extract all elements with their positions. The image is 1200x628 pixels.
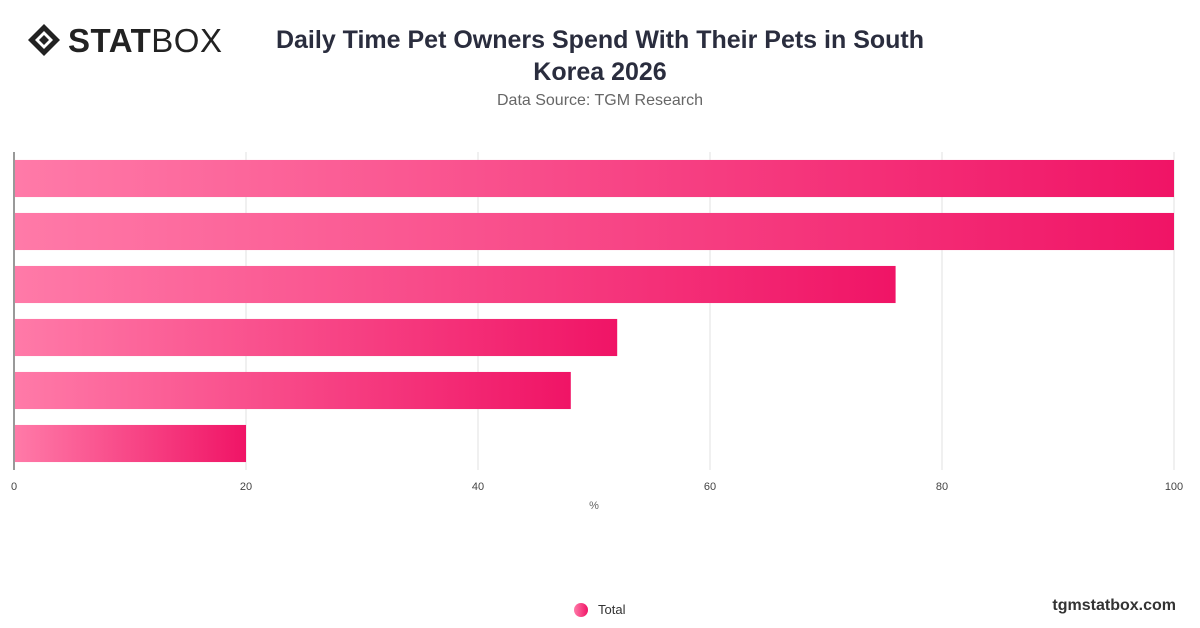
legend[interactable]: Total: [574, 602, 625, 617]
logo-wordmark-bold: STAT: [68, 21, 152, 59]
logo-wordmark: STATBOX: [68, 24, 222, 57]
x-tick-label: 80: [936, 481, 948, 493]
bar[interactable]: [15, 265, 896, 304]
x-tick-label: 100: [1165, 481, 1183, 493]
x-tick-label: 0: [11, 481, 17, 493]
legend-label-total: Total: [598, 602, 626, 617]
legend-swatch: [574, 602, 588, 617]
chart-title: Daily Time Pet Owners Spend With Their P…: [275, 26, 925, 86]
brand-logo: STATBOX: [26, 22, 222, 58]
bar[interactable]: [15, 424, 246, 463]
logo-wordmark-light: BOX: [151, 21, 223, 59]
x-axis-title: %: [589, 500, 599, 512]
footer-domain: tgmstatbox.com: [1052, 597, 1176, 614]
bars: [15, 159, 1174, 463]
x-axis-ticks: 0 20 40 60 80 100: [11, 481, 1183, 493]
bar-chart: 0 20 40 60 80 100 %: [11, 152, 1183, 512]
bar[interactable]: [15, 212, 1174, 251]
diamond-logo-icon: [28, 24, 60, 56]
grid-lines: [13, 152, 1175, 470]
x-tick-label: 40: [472, 481, 484, 493]
bar[interactable]: [15, 371, 571, 410]
bar[interactable]: [15, 159, 1174, 198]
x-tick-label: 20: [240, 481, 252, 493]
x-tick-label: 60: [704, 481, 716, 493]
chart-subtitle: Data Source: TGM Research: [496, 92, 703, 109]
bar[interactable]: [15, 318, 618, 357]
